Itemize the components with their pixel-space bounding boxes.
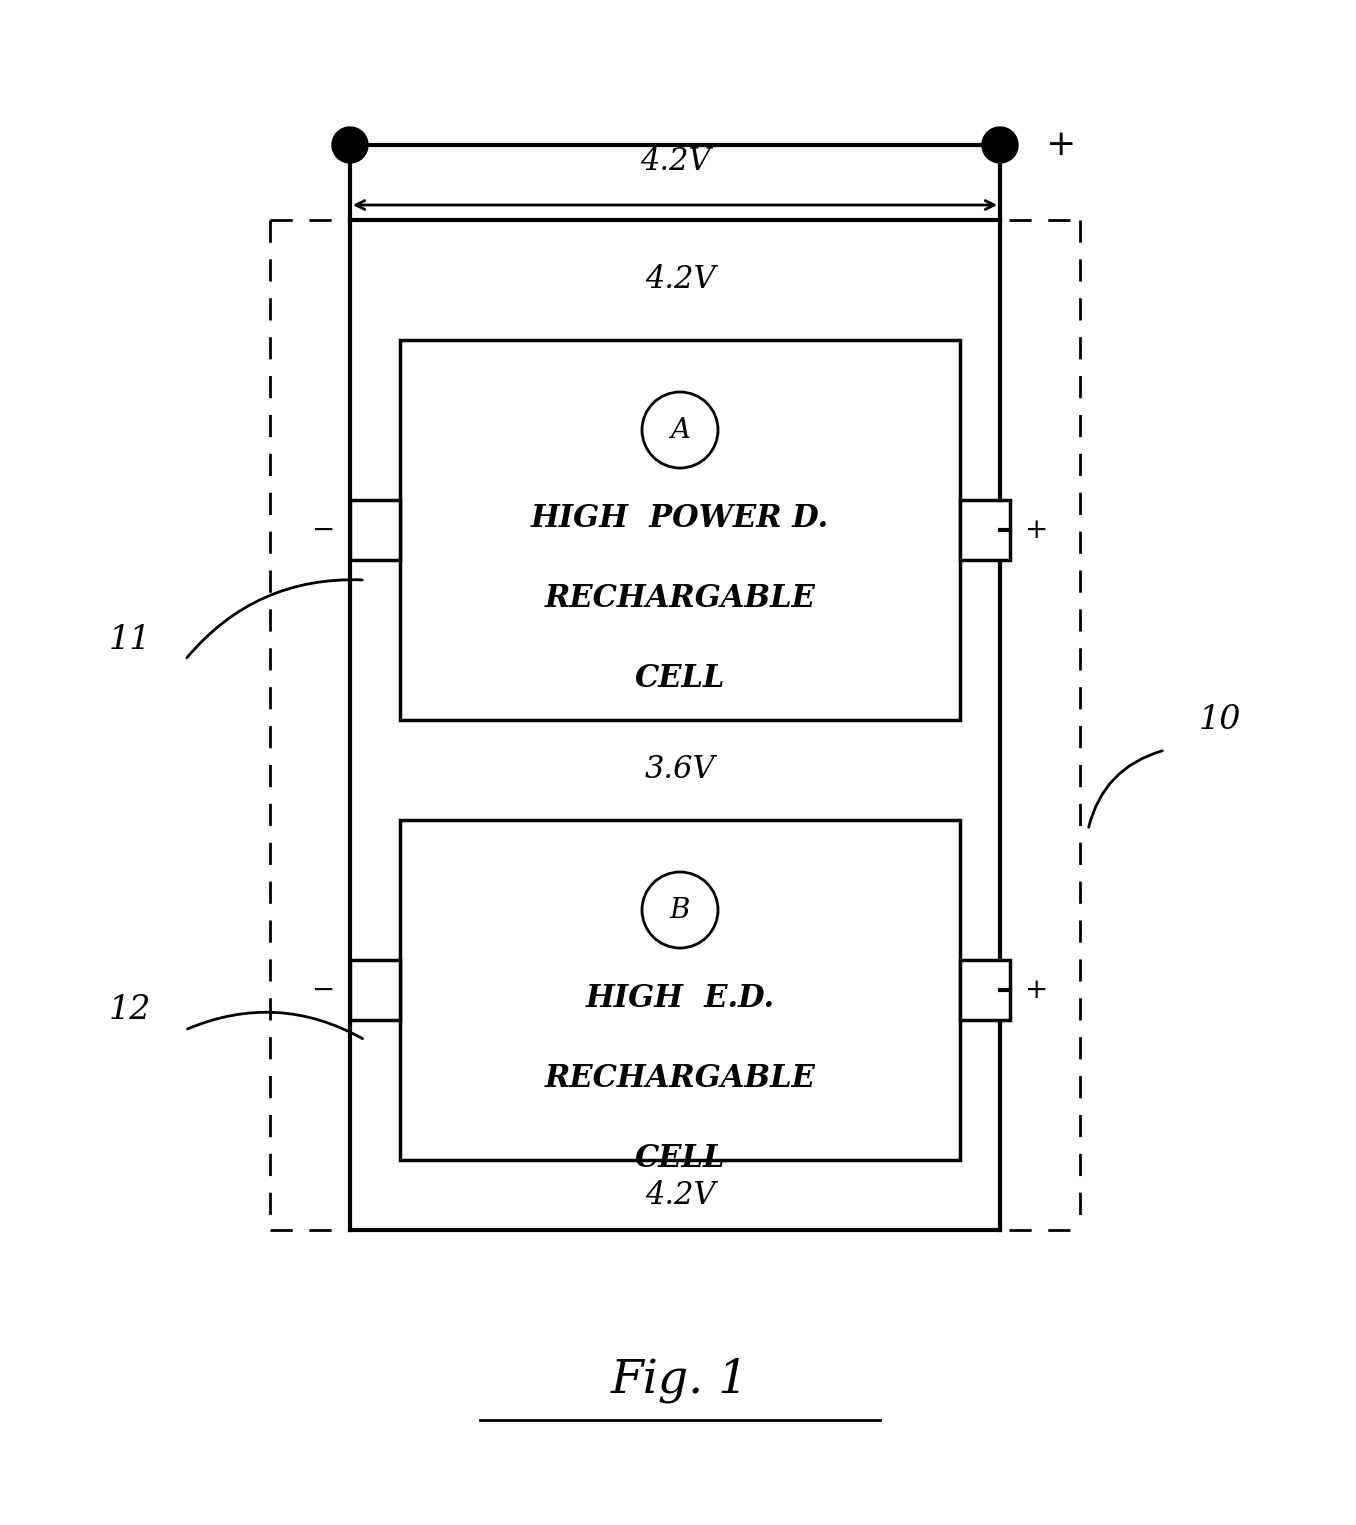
Text: HIGH  POWER D.: HIGH POWER D.: [532, 503, 829, 534]
Circle shape: [332, 127, 367, 163]
FancyBboxPatch shape: [400, 820, 960, 1161]
Text: +: +: [1045, 128, 1075, 162]
Text: −: −: [312, 517, 335, 543]
FancyBboxPatch shape: [960, 500, 1010, 560]
Text: +: +: [1025, 976, 1048, 1003]
Text: RECHARGABLE: RECHARGABLE: [545, 583, 815, 615]
Text: CELL: CELL: [635, 663, 725, 694]
Text: A: A: [670, 416, 690, 444]
FancyBboxPatch shape: [350, 500, 400, 560]
Text: HIGH  E.D.: HIGH E.D.: [586, 984, 774, 1014]
Text: B: B: [670, 897, 690, 924]
Text: 12: 12: [108, 994, 152, 1026]
Text: Fig. 1: Fig. 1: [610, 1357, 749, 1403]
Text: 4.2V: 4.2V: [644, 264, 715, 296]
Text: 4.2V: 4.2V: [644, 1179, 715, 1211]
FancyBboxPatch shape: [400, 340, 960, 720]
Text: 3.6V: 3.6V: [644, 755, 715, 785]
FancyBboxPatch shape: [350, 961, 400, 1020]
Text: 10: 10: [1199, 705, 1241, 737]
Text: +: +: [1025, 517, 1048, 543]
Text: 4.2V: 4.2V: [640, 146, 711, 177]
Text: 11: 11: [108, 624, 152, 656]
Text: RECHARGABLE: RECHARGABLE: [545, 1063, 815, 1093]
Text: CELL: CELL: [635, 1144, 725, 1174]
Text: −: −: [312, 976, 335, 1003]
FancyBboxPatch shape: [960, 961, 1010, 1020]
Circle shape: [982, 127, 1018, 163]
